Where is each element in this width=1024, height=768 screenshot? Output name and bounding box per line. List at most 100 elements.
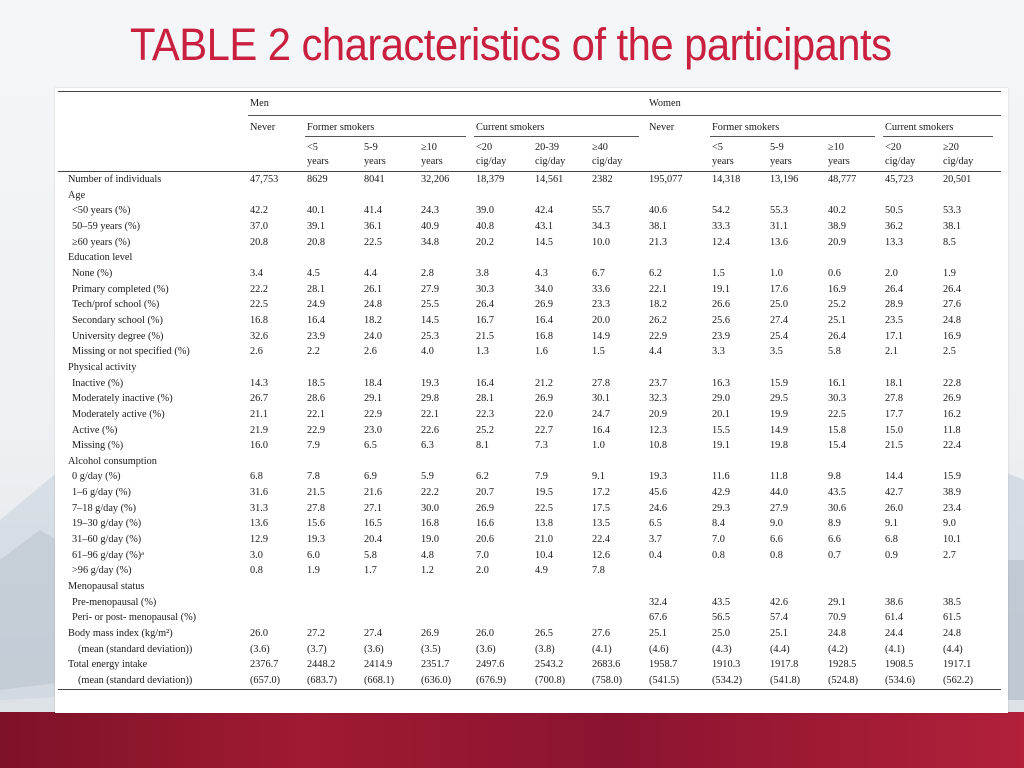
data-cell bbox=[710, 360, 768, 376]
data-cell: 21.0 bbox=[535, 534, 554, 546]
data-cell: 33.3 bbox=[712, 220, 731, 232]
row-label: 50–59 years (%) bbox=[72, 220, 141, 232]
data-cell: 17.2 bbox=[592, 487, 611, 499]
data-cell bbox=[768, 188, 826, 204]
data-cell bbox=[647, 454, 710, 470]
data-cell: 38.5 bbox=[943, 596, 962, 608]
column-header-line2: years bbox=[712, 156, 734, 167]
data-cell: 7.9 bbox=[307, 440, 320, 452]
data-cell: 1.9 bbox=[307, 565, 320, 577]
data-cell: 45,723 bbox=[885, 174, 914, 185]
data-cell: 10.1 bbox=[943, 534, 962, 546]
data-cell: 26.0 bbox=[250, 628, 269, 640]
data-cell: 8041 bbox=[364, 174, 385, 185]
data-cell: 14.5 bbox=[421, 314, 440, 326]
data-cell: 3.3 bbox=[712, 346, 725, 358]
row-label: ≥60 years (%) bbox=[72, 236, 131, 248]
data-cell: 19.5 bbox=[535, 487, 554, 499]
data-cell: 2683.6 bbox=[592, 659, 621, 671]
data-cell bbox=[419, 360, 474, 376]
data-cell: 26.4 bbox=[885, 283, 904, 295]
data-cell: 4.8 bbox=[421, 549, 434, 561]
data-cell: 9.1 bbox=[885, 518, 898, 530]
data-cell: 21.2 bbox=[535, 377, 554, 389]
data-cell: 29.1 bbox=[364, 393, 383, 405]
data-cell: 45.6 bbox=[649, 487, 668, 499]
women-never-header: Never bbox=[649, 121, 675, 133]
data-cell: 22.4 bbox=[943, 440, 962, 452]
data-cell bbox=[248, 454, 305, 470]
table-row: 1–6 g/day (%) 31.6 21.5 21.6 22.2 20.7 19.5 17.… bbox=[58, 485, 1001, 501]
data-cell: 37.0 bbox=[250, 220, 269, 232]
data-cell bbox=[533, 454, 590, 470]
data-cell: 19.0 bbox=[421, 534, 440, 546]
column-header-line1: ≥20 bbox=[943, 142, 959, 153]
data-cell: 0.8 bbox=[770, 549, 783, 561]
column-header: 5-9 years bbox=[362, 139, 419, 172]
data-cell: 12.6 bbox=[592, 549, 611, 561]
data-cell: 40.8 bbox=[476, 220, 495, 232]
data-cell bbox=[305, 250, 362, 266]
data-cell: 30.3 bbox=[476, 283, 495, 295]
column-header-line1: 5-9 bbox=[770, 142, 784, 153]
data-cell bbox=[533, 595, 590, 611]
data-cell: 16.9 bbox=[828, 283, 847, 295]
data-cell: 1917.1 bbox=[943, 659, 972, 671]
table-row: Primary completed (%) 22.2 28.1 26.1 27.9 30.… bbox=[58, 282, 1001, 298]
data-cell: 16.1 bbox=[828, 377, 847, 389]
data-cell: 24.0 bbox=[364, 330, 383, 342]
data-cell bbox=[768, 579, 826, 595]
data-cell: 1958.7 bbox=[649, 659, 678, 671]
data-cell: 13.5 bbox=[592, 518, 611, 530]
data-cell: 7.8 bbox=[307, 471, 320, 483]
data-cell: 6.6 bbox=[828, 534, 841, 546]
data-cell: 34.8 bbox=[421, 236, 440, 248]
data-cell: 25.3 bbox=[421, 330, 440, 342]
table-row: Alcohol consumption bbox=[58, 454, 1001, 470]
data-cell: 8.5 bbox=[943, 236, 956, 248]
data-cell: 70.9 bbox=[828, 612, 847, 624]
data-cell: (3.8) bbox=[535, 643, 555, 655]
data-cell bbox=[590, 610, 647, 626]
data-cell: 22.5 bbox=[828, 408, 847, 420]
data-cell: 2.1 bbox=[885, 346, 898, 358]
bottom-decor-band bbox=[0, 712, 1024, 768]
data-cell: 27.8 bbox=[592, 377, 611, 389]
slide-title: TABLE 2 characteristics of the participa… bbox=[130, 19, 892, 70]
data-cell: 0.4 bbox=[649, 549, 662, 561]
data-cell: 25.5 bbox=[421, 299, 440, 311]
row-label: Missing (%) bbox=[72, 440, 124, 452]
data-cell: 67.6 bbox=[649, 612, 668, 624]
data-cell: 42.4 bbox=[535, 205, 554, 217]
data-cell: 1908.5 bbox=[885, 659, 914, 671]
data-cell bbox=[710, 454, 768, 470]
data-cell: 4.5 bbox=[307, 267, 320, 279]
data-cell: 42.2 bbox=[250, 205, 269, 217]
data-cell bbox=[590, 360, 647, 376]
data-cell: (4.1) bbox=[592, 643, 612, 655]
data-cell bbox=[768, 360, 826, 376]
data-cell: 38.1 bbox=[943, 220, 962, 232]
column-header-line1: ≥10 bbox=[421, 142, 437, 153]
data-cell bbox=[474, 188, 533, 204]
data-cell: 36.1 bbox=[364, 220, 383, 232]
data-cell bbox=[647, 360, 710, 376]
data-cell: 1.9 bbox=[943, 267, 956, 279]
data-cell: 20.8 bbox=[250, 236, 269, 248]
data-cell bbox=[647, 563, 710, 579]
data-cell bbox=[826, 188, 883, 204]
data-cell bbox=[248, 610, 305, 626]
row-label: Body mass index (kg/m²) bbox=[68, 628, 173, 640]
data-cell: 4.9 bbox=[535, 565, 548, 577]
column-header-line1: <20 bbox=[885, 142, 902, 153]
data-cell: 25.0 bbox=[770, 299, 789, 311]
data-cell: 39.1 bbox=[307, 220, 326, 232]
table-row: (mean (standard deviation)) (657.0) (683.7… bbox=[58, 673, 1001, 690]
data-cell: 20.8 bbox=[307, 236, 326, 248]
row-label: 61–96 g/day (%)ᵃ bbox=[72, 549, 145, 561]
data-cell: 7.8 bbox=[592, 565, 605, 577]
data-cell: (3.6) bbox=[250, 643, 270, 655]
column-header-line1: 20-39 bbox=[535, 142, 560, 153]
data-cell bbox=[533, 360, 590, 376]
data-cell: 22.4 bbox=[592, 534, 611, 546]
